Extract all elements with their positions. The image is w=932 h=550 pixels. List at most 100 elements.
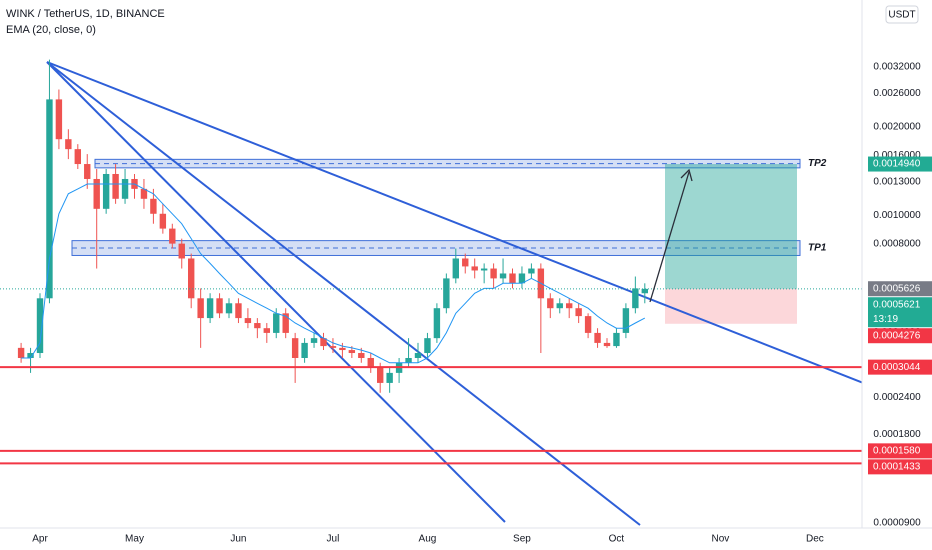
candle-body [575,308,582,317]
trend-line [46,61,506,523]
candle-body [169,228,176,244]
candle-body [55,99,63,140]
candle-body [244,318,252,324]
y-tick-label: 0.0032000 [873,61,921,72]
price-badge-label: 0.0014940 [873,159,921,170]
y-tick-label: 0.0000900 [873,517,921,528]
x-tick-label: May [125,534,144,545]
zone-label: TP1 [808,243,827,254]
chart-title: WINK / TetherUS, 1D, BINANCE [6,8,165,20]
candle-body [414,353,422,358]
candle-body [405,357,412,363]
candle-body [36,298,44,354]
candle-body [632,288,639,309]
y-tick-label: 0.0016000 [873,150,921,161]
countdown: 13:19 [873,314,898,325]
candle-body [112,173,119,199]
legend: WINK / TetherUS, 1D, BINANCE EMA (20, cl… [6,8,165,36]
candle-body [358,353,365,358]
y-tick-label: 0.0002400 [873,392,921,403]
y-tick-label: 0.0013000 [873,176,921,187]
price-badge [868,328,932,344]
trend-lines [46,61,932,526]
candle-body [74,149,81,165]
candles [17,59,648,393]
candle-body [603,342,611,347]
trend-line [46,61,641,526]
zones [71,158,801,324]
price-badge [868,359,932,375]
stop-area [665,288,797,324]
candle-body [367,357,374,368]
x-tick-label: Dec [806,534,824,545]
indicator-label: EMA (20, close, 0) [6,24,96,36]
ema-line [21,183,646,364]
price-badge-label: 0.0005621 [873,299,921,310]
candle-body [27,353,34,358]
candle-body [225,303,233,314]
candle-body [613,332,620,347]
y-tick-label: 0.0001800 [873,429,921,440]
x-tick-label: Apr [32,534,48,545]
candle-body [65,139,72,150]
price-badge-label: 0.0003044 [873,362,921,373]
candle-body [509,273,516,284]
candle-body [273,313,280,333]
candle-body [178,243,185,259]
candle-body [301,342,308,358]
x-tick-label: Jul [327,534,340,545]
arrow [649,168,693,303]
candle-body [462,258,469,267]
price-badge-label: 0.0004276 [873,330,921,341]
currency[interactable]: USDT [888,10,915,21]
candle-body [386,372,393,383]
candle-body [102,173,110,209]
candle-body [310,338,318,343]
candle-body [452,258,459,279]
candle-body [480,268,488,271]
candle-body [17,347,25,358]
candle-body [433,308,441,339]
x-tick-label: Nov [712,534,730,545]
candle-body [339,347,346,351]
price-badge [868,297,932,328]
price-badge [868,281,932,297]
price-badge-label: 0.0001433 [873,461,921,472]
candle-body [121,178,129,199]
candle-body [471,266,478,271]
candle-body [622,308,630,333]
target-area [665,164,797,289]
candle-body [188,258,195,299]
x-tick-label: Aug [419,534,437,545]
price-badge-label: 0.0001580 [873,445,921,456]
candle-body [150,198,157,214]
candle-body [159,213,167,229]
y-tick-label: 0.0026000 [873,88,921,99]
price-badge-label: 0.0005626 [873,283,921,294]
y-tick-label: 0.0008000 [873,238,921,249]
currency-button[interactable] [885,5,919,24]
candle-body [490,268,497,279]
y-tick-label: 0.0020000 [873,121,921,132]
candle-body [329,346,337,348]
candle-body [566,303,573,309]
x-tick-label: Oct [609,534,625,545]
price-badge [868,443,932,459]
trend-line [46,61,932,411]
arrow-line [649,171,690,303]
candle-body [443,278,450,309]
candle-body [348,350,356,354]
candle-body [140,188,148,199]
y-tick-label: 0.0010000 [873,210,921,221]
candle-body [499,273,507,279]
candle-body [547,298,554,309]
price-badge [868,459,932,475]
candle-body [206,298,214,319]
arrow-head [680,168,693,182]
candle-body [263,328,270,333]
candle-body [46,99,53,299]
x-tick-label: Jun [230,534,246,545]
